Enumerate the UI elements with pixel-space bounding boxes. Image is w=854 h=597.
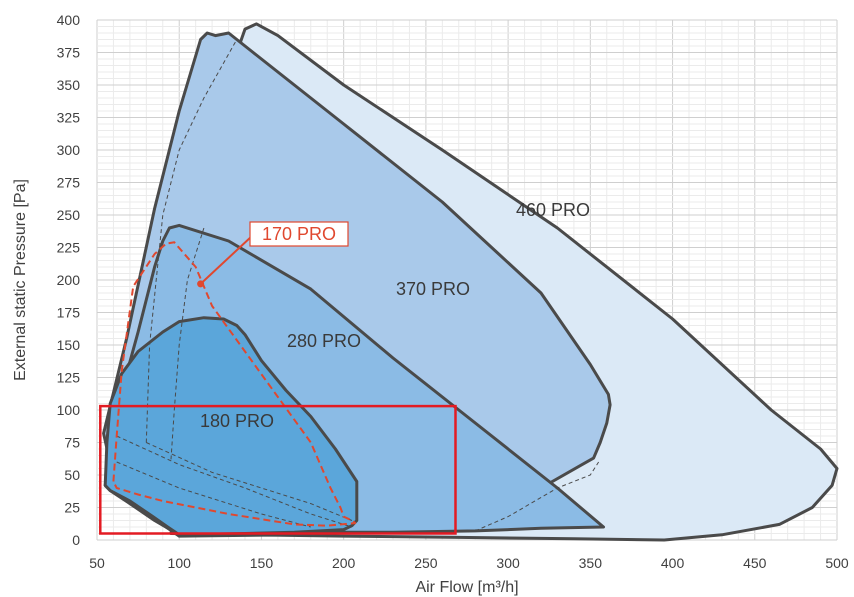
x-tick-label: 250 [414, 555, 438, 571]
x-tick-label: 450 [743, 555, 767, 571]
region-label-280-pro: 280 PRO [287, 331, 361, 351]
tick-labels: 50 100 150 200 250 300 350 400 450 500 0 25 50 75 100 1… [57, 12, 849, 571]
y-axis-title: External static Pressure [Pa] [12, 179, 29, 381]
region-label-180-pro: 180 PRO [200, 411, 274, 431]
highlight-box [99, 404, 457, 535]
x-tick-label: 400 [661, 555, 685, 571]
y-tick-label: 275 [57, 175, 81, 191]
x-tick-label: 350 [579, 555, 603, 571]
dashed-lines [112, 39, 600, 532]
callout-box [249, 221, 349, 247]
y-tick-label: 300 [57, 142, 81, 158]
y-tick-label: 325 [57, 110, 81, 126]
y-tick-label: 250 [57, 207, 81, 223]
y-tick-label: 0 [72, 532, 80, 548]
y-tick-label: 175 [57, 305, 81, 321]
dashed-boundary-170-pro [112, 241, 357, 527]
y-tick-label: 75 [64, 435, 80, 451]
performance-regions [102, 22, 839, 542]
callout-leader-line [199, 235, 253, 285]
dashed-internal-line [116, 435, 353, 528]
x-tick-label: 100 [168, 555, 192, 571]
x-tick-label: 200 [332, 555, 356, 571]
overlay-annotations: 460 PRO 370 PRO 280 PRO 180 PRO 170 PRO [99, 200, 590, 535]
x-tick-label: 50 [89, 555, 105, 571]
x-tick-label: 300 [496, 555, 520, 571]
region-label-370-pro: 370 PRO [396, 279, 470, 299]
x-axis-title: Air Flow [m³/h] [415, 579, 518, 596]
x-tick-label: 500 [825, 555, 849, 571]
y-tick-label: 375 [57, 45, 81, 61]
y-tick-label: 50 [64, 467, 80, 483]
region-label-460-pro: 460 PRO [516, 200, 590, 220]
y-tick-label: 150 [57, 337, 81, 353]
y-tick-label: 100 [57, 402, 81, 418]
y-tick-label: 125 [57, 370, 81, 386]
dashed-internal-line [475, 461, 600, 532]
region-180-pro [103, 316, 359, 537]
x-tick-label: 150 [250, 555, 274, 571]
callout-label: 170 PRO [262, 224, 336, 244]
y-tick-label: 225 [57, 240, 81, 256]
y-tick-label: 25 [64, 500, 80, 516]
dashed-internal-line [146, 442, 353, 521]
dashed-internal-line [145, 39, 238, 443]
callout-marker [197, 280, 205, 288]
y-tick-label: 400 [57, 12, 81, 28]
y-tick-label: 200 [57, 272, 81, 288]
y-tick-label: 350 [57, 77, 81, 93]
